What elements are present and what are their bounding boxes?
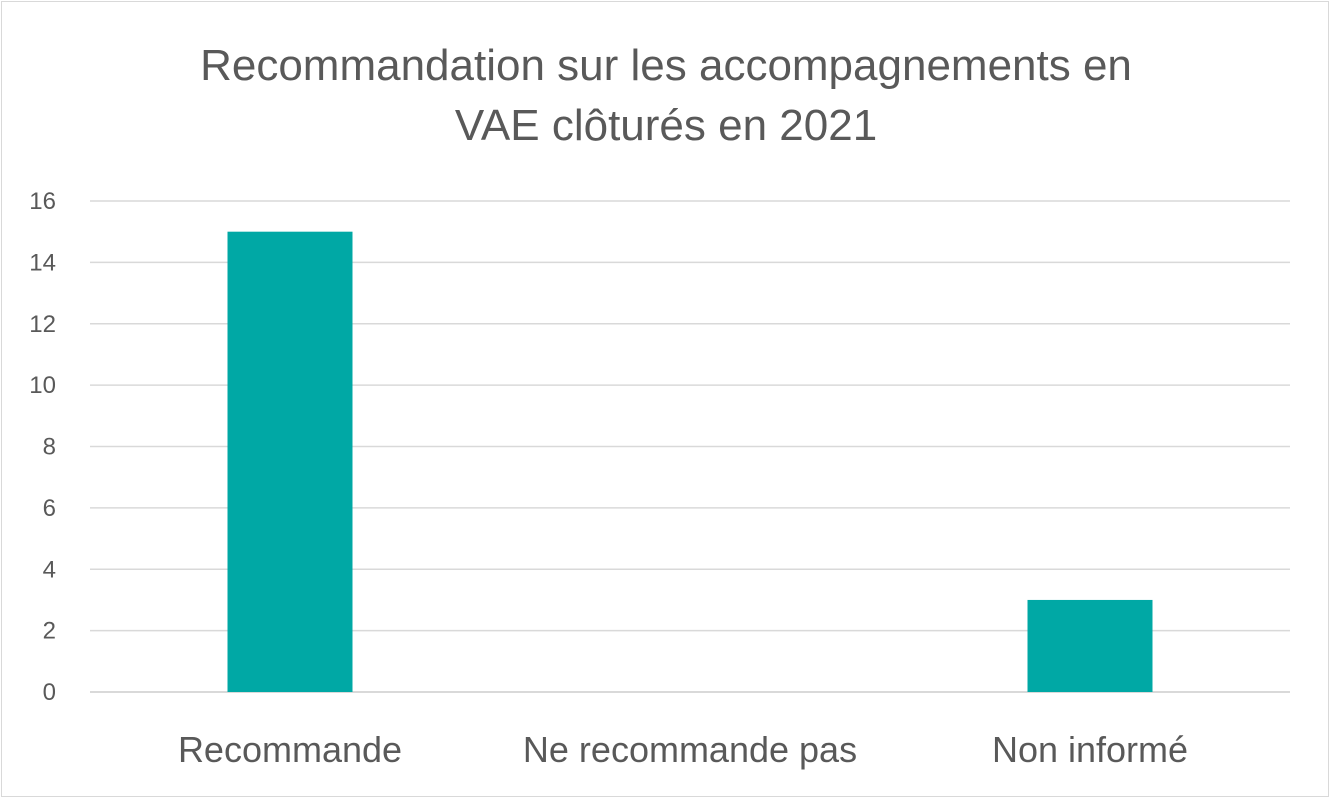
- y-tick-label: 8: [43, 434, 56, 461]
- y-axis-ticks: 0 2 4 6 8 10 12 14 16: [29, 188, 56, 706]
- x-category-label: Ne recommande pas: [523, 729, 857, 770]
- y-tick-label: 10: [29, 372, 56, 399]
- y-tick-label: 4: [43, 556, 56, 583]
- bar: [227, 231, 353, 692]
- bars: [227, 231, 1153, 692]
- x-axis-categories: Recommande Ne recommande pas Non informé: [178, 729, 1188, 770]
- bar: [1027, 599, 1153, 692]
- y-tick-label: 6: [43, 495, 56, 522]
- y-tick-label: 0: [43, 679, 56, 706]
- x-category-label: Recommande: [178, 729, 402, 770]
- y-tick-label: 16: [29, 188, 56, 215]
- x-category-label: Non informé: [992, 729, 1188, 770]
- y-tick-label: 14: [29, 249, 56, 276]
- y-tick-label: 2: [43, 618, 56, 645]
- chart-title: Recommandation sur les accompagnements e…: [200, 41, 1132, 150]
- y-tick-label: 12: [29, 311, 56, 338]
